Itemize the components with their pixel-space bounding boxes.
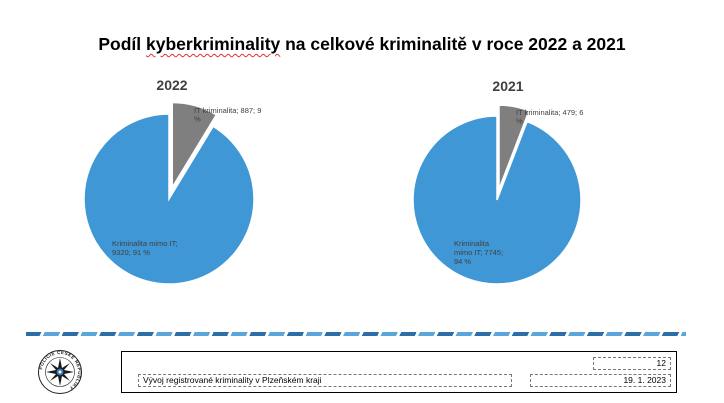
chart-title-2022: 2022 bbox=[156, 77, 187, 93]
title-prefix: Podíl bbox=[98, 34, 147, 54]
footer-date: 19. 1. 2023 bbox=[530, 374, 671, 387]
slice-label-kriminalita-mimo-it-2021: Kriminalita mimo IT; 7745; 94 % bbox=[454, 239, 503, 266]
slice-label-it-kriminalita-2021: IT kriminalita; 479; 6% bbox=[516, 108, 583, 126]
slice-label-kriminalita-mimo-it-2022: Kriminalita mimo IT; 9320; 91 % bbox=[112, 239, 177, 257]
pie-slice-it-kriminalita-2021 bbox=[498, 104, 531, 190]
pie-charts: IT kriminalita; 887; 9 % Kriminalita mimo … bbox=[83, 77, 583, 285]
police-star-logo-icon: POLICIE ČESKÉ REPUBLIKY bbox=[38, 349, 82, 394]
page-number: 12 bbox=[593, 357, 671, 370]
slide-title: Podíl kyberkriminality na celkové krimin… bbox=[0, 34, 724, 55]
chart-title-2021: 2021 bbox=[492, 78, 523, 94]
pie-slice-kriminalita-mimo-it-2022 bbox=[83, 113, 255, 285]
pie-slice-it-kriminalita-2022 bbox=[171, 101, 218, 191]
footer-box: 12 Vývoj registrované kriminality v Plze… bbox=[121, 351, 677, 393]
decorative-stripe bbox=[26, 332, 686, 336]
title-suffix: na celkové kriminalitě v roce 2022 a 202… bbox=[280, 34, 626, 54]
pie-slice-kriminalita-mimo-it-2021 bbox=[412, 115, 582, 285]
title-spellcheck-word: kyberkriminality bbox=[146, 34, 281, 54]
footer-description: Vývoj registrované kriminality v Plzeňsk… bbox=[138, 374, 512, 387]
slice-label-it-kriminalita-2022: IT kriminalita; 887; 9% bbox=[194, 106, 261, 124]
